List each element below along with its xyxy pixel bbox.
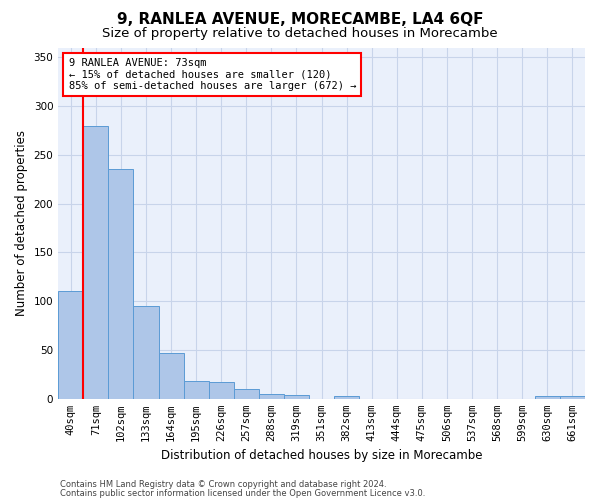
- Bar: [58, 292, 83, 399]
- X-axis label: Distribution of detached houses by size in Morecambe: Distribution of detached houses by size …: [161, 450, 482, 462]
- Bar: [83, 126, 109, 399]
- Bar: [535, 396, 560, 399]
- Text: Contains public sector information licensed under the Open Government Licence v3: Contains public sector information licen…: [60, 488, 425, 498]
- Bar: [109, 170, 133, 399]
- Bar: [234, 389, 259, 399]
- Bar: [334, 396, 359, 399]
- Bar: [133, 306, 158, 399]
- Text: Contains HM Land Registry data © Crown copyright and database right 2024.: Contains HM Land Registry data © Crown c…: [60, 480, 386, 489]
- Text: Size of property relative to detached houses in Morecambe: Size of property relative to detached ho…: [102, 28, 498, 40]
- Bar: [284, 395, 309, 399]
- Bar: [259, 394, 284, 399]
- Text: 9 RANLEA AVENUE: 73sqm
← 15% of detached houses are smaller (120)
85% of semi-de: 9 RANLEA AVENUE: 73sqm ← 15% of detached…: [69, 58, 356, 91]
- Text: 9, RANLEA AVENUE, MORECAMBE, LA4 6QF: 9, RANLEA AVENUE, MORECAMBE, LA4 6QF: [117, 12, 483, 28]
- Y-axis label: Number of detached properties: Number of detached properties: [15, 130, 28, 316]
- Bar: [184, 381, 209, 399]
- Bar: [560, 396, 585, 399]
- Bar: [209, 382, 234, 399]
- Bar: [158, 353, 184, 399]
